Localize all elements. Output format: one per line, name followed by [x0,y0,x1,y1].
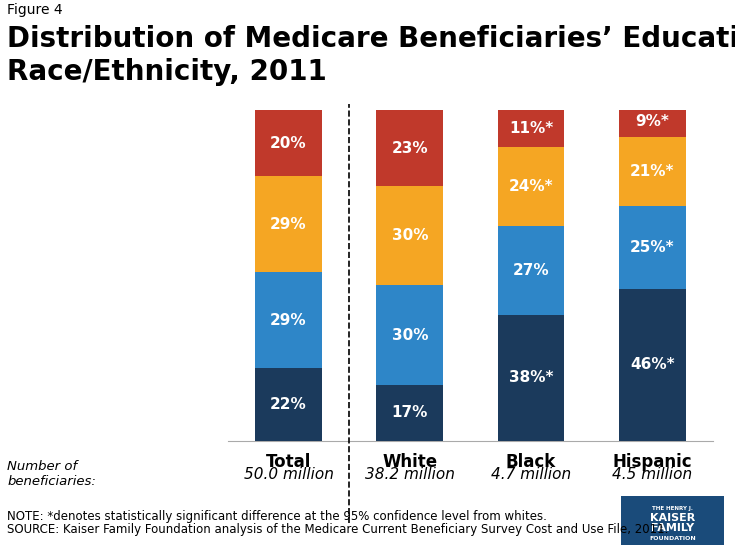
Text: 30%: 30% [392,327,428,343]
Bar [376,385,443,441]
Bar [255,272,322,368]
Text: 4.7 million: 4.7 million [491,467,571,482]
Text: KAISER: KAISER [650,513,695,523]
Bar [376,110,443,186]
Text: 4.5 million: 4.5 million [612,467,692,482]
Text: 9%*: 9%* [635,114,670,129]
Bar [376,186,443,285]
Text: 46%*: 46%* [630,357,675,372]
Bar [619,206,686,289]
Bar [498,315,564,441]
Bar [255,110,322,176]
Text: Race/Ethnicity, 2011: Race/Ethnicity, 2011 [7,58,327,86]
Text: SOURCE: Kaiser Family Foundation analysis of the Medicare Current Beneficiary Su: SOURCE: Kaiser Family Foundation analysi… [7,523,669,537]
Text: Number of
beneficiaries:: Number of beneficiaries: [7,460,96,488]
Text: Distribution of Medicare Beneficiaries’ Education Level, by: Distribution of Medicare Beneficiaries’ … [7,25,735,53]
Text: 25%*: 25%* [630,240,675,255]
Bar [619,137,686,206]
Bar [619,107,686,137]
Bar [255,368,322,441]
Text: 27%: 27% [513,263,549,278]
Text: 38.2 million: 38.2 million [365,467,455,482]
Text: 20%: 20% [270,136,306,151]
Text: 29%: 29% [270,217,306,232]
Text: FAMILY: FAMILY [651,523,694,533]
Bar [498,147,564,226]
Bar [498,226,564,315]
Text: 17%: 17% [392,405,428,420]
Text: THE HENRY J.: THE HENRY J. [652,506,693,511]
Text: 29%: 29% [270,312,306,328]
Text: Figure 4: Figure 4 [7,3,63,17]
Bar [376,285,443,385]
Text: 22%: 22% [270,397,306,412]
Text: FOUNDATION: FOUNDATION [649,536,696,541]
Text: 38%*: 38%* [509,370,553,386]
Text: 30%: 30% [392,228,428,244]
Text: NOTE: *denotes statistically significant difference at the 95% confidence level : NOTE: *denotes statistically significant… [7,510,548,523]
Text: 21%*: 21%* [630,164,675,179]
Bar [619,289,686,441]
Text: 50.0 million: 50.0 million [243,467,334,482]
Text: 24%*: 24%* [509,179,553,194]
Text: 23%: 23% [392,141,428,156]
Text: 11%*: 11%* [509,121,553,136]
Bar [498,110,564,147]
Bar [255,176,322,272]
